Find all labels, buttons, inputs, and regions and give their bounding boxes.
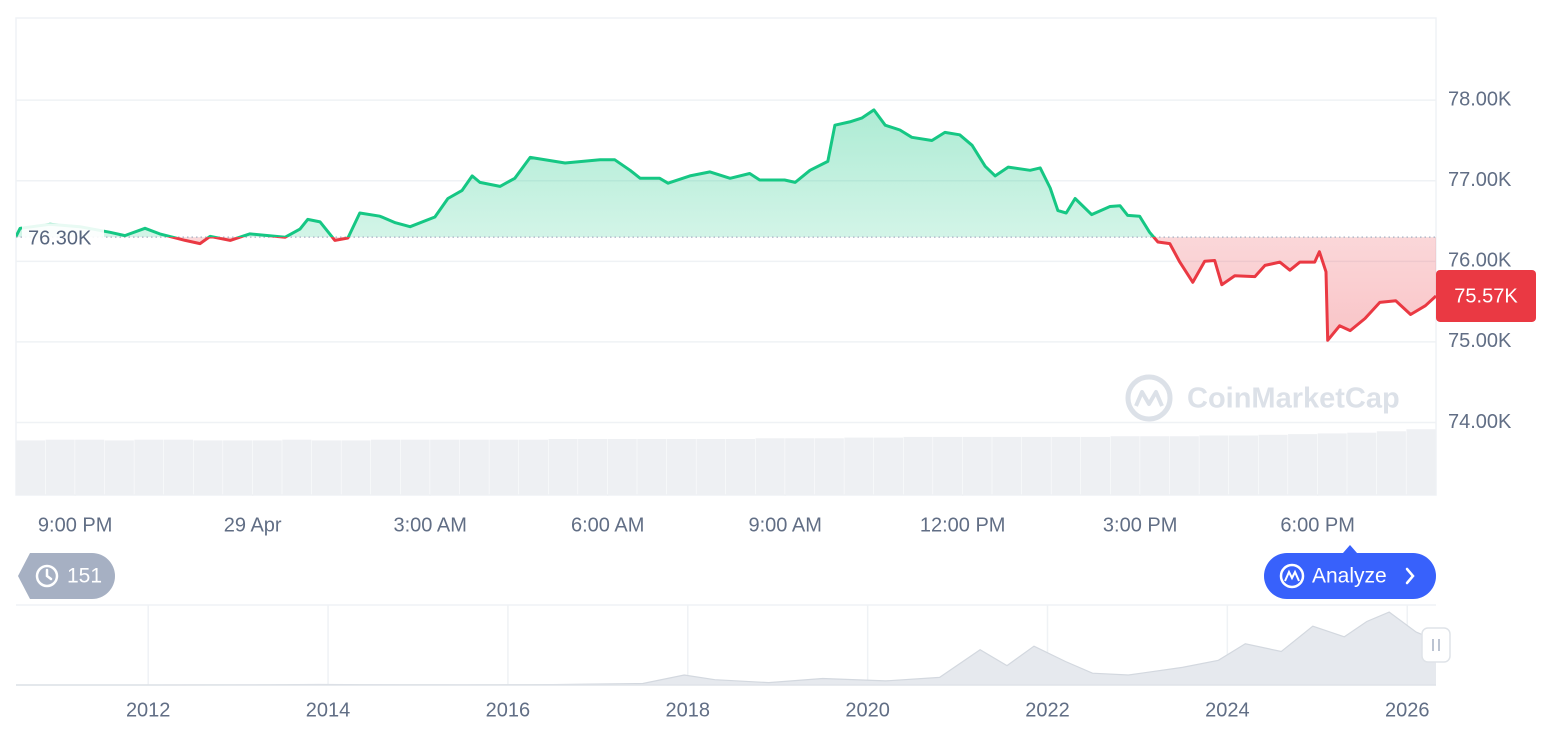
volume-bar	[578, 439, 608, 495]
volume-bar	[1140, 436, 1170, 495]
x-tick-label: 2026	[1385, 699, 1430, 721]
volume-bar	[1258, 434, 1288, 495]
volume-bar	[696, 439, 726, 495]
volume-bar	[607, 439, 637, 495]
navigator-handle	[1421, 627, 1451, 663]
volume-bar	[1021, 436, 1051, 495]
volume-bar	[134, 439, 164, 495]
volume-bar	[992, 436, 1022, 495]
volume-bar	[45, 439, 75, 495]
volume-bar	[223, 440, 253, 495]
x-tick-label: 9:00 PM	[38, 514, 112, 536]
volume-bar	[637, 439, 667, 495]
history-count: 151	[67, 565, 102, 588]
volume-bar	[311, 440, 341, 495]
line-up	[16, 108, 1156, 238]
volume-bar	[193, 440, 223, 495]
volume-bar	[489, 439, 519, 495]
volume-bar	[459, 439, 489, 495]
y-tick-label: 74.00K	[1448, 411, 1512, 433]
volume-bar	[1376, 431, 1406, 495]
volume-bar	[1169, 436, 1199, 495]
volume-bar	[1228, 435, 1258, 495]
volume-bar	[400, 439, 430, 495]
x-tick-label: 6:00 AM	[571, 514, 644, 536]
x-tick-label: 12:00 PM	[920, 514, 1006, 536]
volume-bar	[430, 439, 460, 495]
volume-bar	[873, 437, 903, 495]
volume-bar	[933, 436, 963, 495]
analyze-button[interactable]: Analyze	[1264, 545, 1436, 599]
y-tick-label: 75.00K	[1448, 330, 1512, 352]
volume-bar	[666, 439, 696, 495]
volume-bar	[785, 438, 815, 495]
volume-bar	[814, 438, 844, 495]
area-down	[172, 237, 1436, 341]
volume-bar	[1347, 432, 1377, 495]
volume-bar	[252, 440, 282, 495]
volume-bar	[726, 439, 756, 495]
volume-bar	[341, 440, 371, 495]
volume-bar	[75, 439, 105, 495]
volume-bar	[1317, 433, 1347, 495]
current-price-box	[1436, 269, 1536, 322]
volume-bar	[1051, 436, 1081, 495]
volume-bar	[903, 436, 933, 495]
history-badge[interactable]: 151	[18, 553, 115, 599]
baseline-label: 76.30K	[28, 227, 92, 249]
volume-bar	[104, 440, 134, 495]
volume-bar	[518, 439, 548, 495]
area-up	[16, 109, 1436, 238]
x-tick-label: 2016	[486, 699, 531, 721]
volume-bar	[1288, 434, 1318, 495]
x-tick-label: 9:00 AM	[748, 514, 821, 536]
volume-bar	[548, 439, 578, 495]
volume-bar	[962, 436, 992, 495]
baseline-label-bg	[22, 223, 104, 252]
volume-bar	[16, 440, 46, 495]
volume-bar	[371, 439, 401, 495]
x-tick-label: 29 Apr	[224, 514, 282, 536]
volume-bar	[755, 438, 785, 495]
x-tick-label: 2022	[1025, 699, 1070, 721]
x-tick-label: 2014	[306, 699, 351, 721]
x-tick-label: 6:00 PM	[1280, 514, 1354, 536]
watermark-text: CoinMarketCap	[1187, 383, 1400, 415]
analyze-label: Analyze	[1312, 565, 1387, 588]
watermark: CoinMarketCap	[1125, 374, 1400, 422]
x-tick-label: 2012	[126, 699, 171, 721]
y-tick-label: 78.00K	[1448, 88, 1512, 110]
y-tick-label: 76.00K	[1448, 250, 1512, 272]
x-tick-label: 2024	[1205, 699, 1250, 721]
current-price-label: 75.57K	[1454, 285, 1518, 307]
volume-bar	[1406, 429, 1436, 495]
volume-bar	[1081, 436, 1111, 495]
volume-bar	[282, 439, 312, 495]
x-tick-label: 2020	[845, 699, 890, 721]
line-down	[166, 237, 1436, 342]
x-tick-label: 2018	[666, 699, 711, 721]
x-tick-label: 3:00 AM	[393, 514, 466, 536]
navigator-area	[16, 612, 1436, 685]
volume-bar	[1110, 436, 1140, 495]
volume-bar	[844, 437, 874, 495]
volume-bar	[163, 439, 193, 495]
y-tick-label: 77.00K	[1448, 169, 1512, 191]
x-tick-label: 3:00 PM	[1103, 514, 1177, 536]
volume-bar	[1199, 435, 1229, 495]
